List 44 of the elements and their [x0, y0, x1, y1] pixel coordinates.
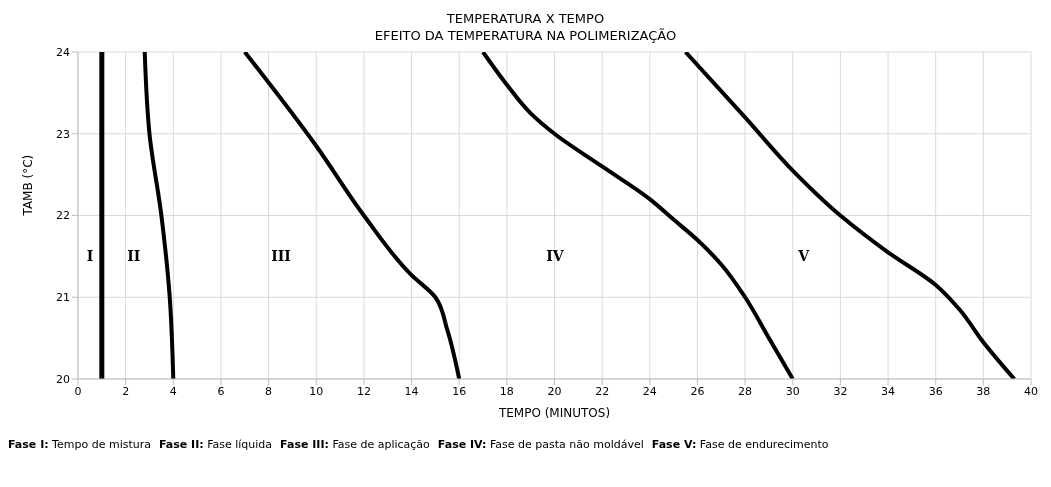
x-tick-label: 2: [122, 384, 130, 398]
text: Fase V: Fase de endurecimento: [651, 438, 829, 451]
chart-title: TEMPERATURA X TEMPO: [445, 10, 606, 27]
annotation: IV: [546, 248, 565, 265]
line-series: [481, 52, 795, 379]
y-axis-title: TAMB (°C): [21, 154, 36, 217]
annotation: V: [797, 248, 811, 265]
y-tick-label: 23: [56, 127, 70, 141]
x-tick-label: 26: [690, 384, 705, 398]
x-tick-label: 22: [595, 384, 610, 398]
chart-subtitle: EFEITO DA TEMPERATURA NA POLIMERIZAÇÃO: [373, 27, 678, 44]
text: Fase IV: Fase de pasta não moldável: [437, 438, 644, 451]
line-series: [242, 52, 462, 379]
x-tick-label: 38: [976, 384, 991, 398]
x-tick-label: 36: [928, 384, 943, 398]
x-tick-label: 28: [738, 384, 753, 398]
annotation: III: [271, 248, 291, 265]
text: Fase II: Fase líquida: [158, 438, 273, 451]
x-tick-label: 4: [169, 384, 177, 398]
y-tick-label: 21: [56, 291, 70, 305]
x-tick-label: 6: [217, 384, 225, 398]
x-tick-label: 32: [833, 384, 848, 398]
x-axis-title: TEMPO (MINUTOS): [497, 406, 611, 420]
x-tick-label: 12: [356, 384, 371, 398]
x-tick-label: 30: [785, 384, 800, 398]
line-series: [683, 52, 1017, 379]
x-tick-label: 20: [547, 384, 562, 398]
x-tick-label: 16: [452, 384, 467, 398]
y-tick-label: 20: [56, 372, 70, 386]
x-tick-label: 14: [404, 384, 419, 398]
annotation: I: [86, 248, 94, 265]
y-tick-label: 24: [56, 45, 70, 59]
line-series: [142, 52, 176, 379]
text: Fase I: Tempo de mistura: [8, 438, 151, 451]
x-tick-label: 24: [642, 384, 657, 398]
x-tick-label: 18: [499, 384, 514, 398]
x-tick-label: 0: [74, 384, 82, 398]
x-tick-label: 40: [1024, 384, 1038, 398]
x-tick-label: 10: [309, 384, 324, 398]
x-tick-label: 34: [881, 384, 896, 398]
y-tick-label: 22: [56, 209, 70, 223]
text: Fase III: Fase de aplicação: [280, 438, 430, 451]
annotation: II: [127, 248, 141, 265]
x-tick-label: 8: [265, 384, 273, 398]
